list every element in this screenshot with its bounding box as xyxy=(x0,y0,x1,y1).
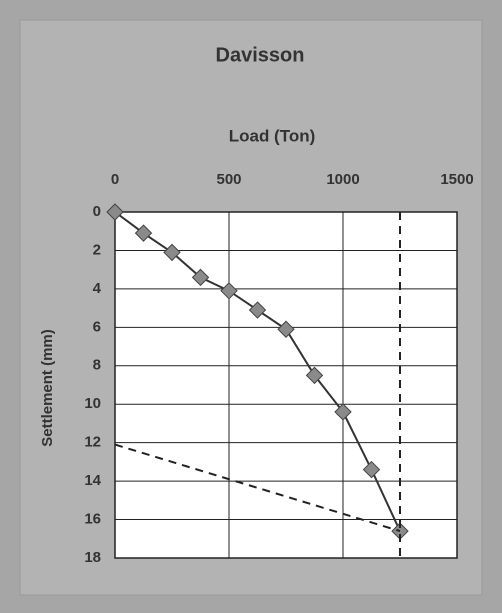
x-tick-label: 1000 xyxy=(326,171,359,188)
x-tick-label: 0 xyxy=(111,171,119,188)
y-tick-label: 2 xyxy=(93,241,101,258)
x-tick-label: 500 xyxy=(216,171,241,188)
data-point xyxy=(134,224,153,242)
y-axis-label: Settlement (mm) xyxy=(39,329,56,447)
data-point xyxy=(220,282,238,300)
y-tick-label: 14 xyxy=(84,472,101,489)
y-tick-label: 12 xyxy=(84,434,101,451)
y-tick-label: 8 xyxy=(93,357,101,374)
data-point xyxy=(334,403,352,421)
x-axis-label: Load (Ton) xyxy=(229,126,316,145)
y-tick-label: 0 xyxy=(93,203,101,220)
data-point xyxy=(305,366,324,385)
data-point xyxy=(106,203,124,221)
chart-title: Davisson xyxy=(216,44,305,66)
x-tick-label: 1500 xyxy=(440,171,473,188)
y-tick-label: 4 xyxy=(93,280,102,297)
y-tick-label: 10 xyxy=(84,395,101,412)
data-point xyxy=(277,320,295,338)
y-tick-label: 16 xyxy=(84,511,101,528)
dashed-line xyxy=(114,443,401,533)
y-tick-label: 18 xyxy=(84,549,101,566)
data-point xyxy=(248,301,267,319)
y-tick-label: 6 xyxy=(93,318,101,335)
data-point xyxy=(191,268,210,287)
data-point xyxy=(163,243,181,262)
data-point xyxy=(362,460,381,479)
plot-area xyxy=(114,211,458,559)
